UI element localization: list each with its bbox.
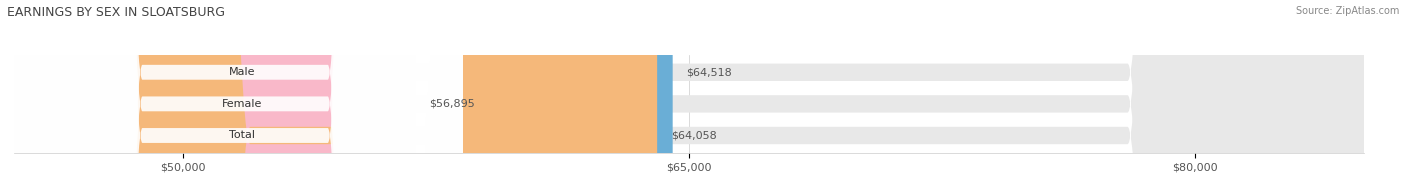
FancyBboxPatch shape	[14, 0, 1364, 196]
FancyBboxPatch shape	[14, 0, 1364, 196]
FancyBboxPatch shape	[14, 0, 672, 196]
Text: $64,518: $64,518	[686, 67, 733, 77]
Text: Total: Total	[229, 131, 254, 141]
Text: $56,895: $56,895	[429, 99, 475, 109]
FancyBboxPatch shape	[7, 0, 463, 196]
FancyBboxPatch shape	[7, 0, 463, 196]
FancyBboxPatch shape	[14, 0, 415, 196]
Text: EARNINGS BY SEX IN SLOATSBURG: EARNINGS BY SEX IN SLOATSBURG	[7, 6, 225, 19]
Text: Female: Female	[222, 99, 262, 109]
Text: Source: ZipAtlas.com: Source: ZipAtlas.com	[1295, 6, 1399, 16]
FancyBboxPatch shape	[14, 0, 657, 196]
Text: Male: Male	[229, 67, 254, 77]
FancyBboxPatch shape	[7, 0, 463, 196]
FancyBboxPatch shape	[14, 0, 1364, 196]
Text: $64,058: $64,058	[671, 131, 717, 141]
